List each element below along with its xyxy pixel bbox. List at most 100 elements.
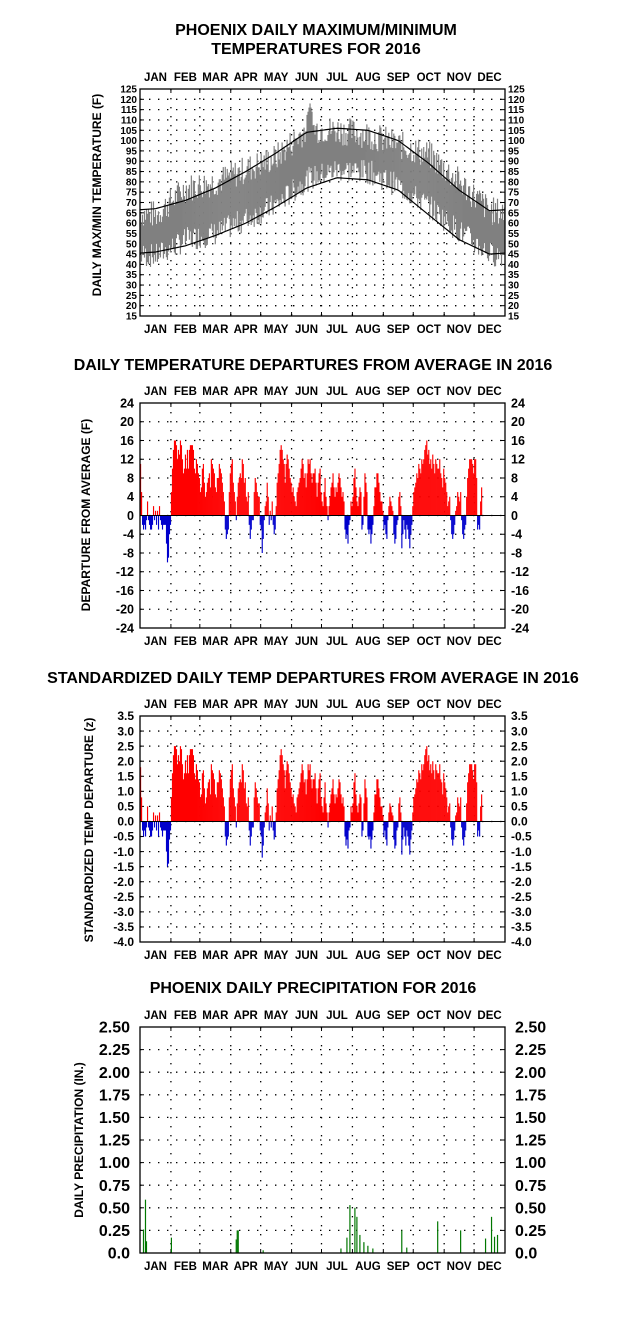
departure-bar bbox=[204, 496, 206, 516]
month-label-bottom: OCT bbox=[417, 1261, 441, 1273]
departure-bar bbox=[258, 803, 260, 822]
y-tick-label-left: -8 bbox=[123, 546, 134, 560]
departure-bar bbox=[451, 821, 453, 840]
departure-bar bbox=[364, 473, 366, 516]
y-tick-label-left: 1.25 bbox=[99, 1133, 130, 1150]
departure-bar bbox=[241, 764, 243, 822]
departure-bar bbox=[384, 515, 386, 525]
departure-bar bbox=[252, 515, 254, 521]
departure-bar bbox=[339, 782, 341, 822]
y-tick-label-left: 115 bbox=[121, 105, 138, 116]
month-label-bottom: AUG bbox=[355, 636, 381, 648]
y-tick-label-right: 1.50 bbox=[515, 1110, 546, 1127]
departure-bar bbox=[313, 779, 315, 822]
grid bbox=[140, 89, 505, 316]
departure-bar bbox=[429, 463, 431, 516]
month-label-top: SEP bbox=[387, 72, 410, 84]
y-tick-label-right: 20 bbox=[508, 301, 520, 312]
departure-bar bbox=[212, 468, 214, 516]
departure-bar bbox=[321, 806, 323, 822]
departure-bar bbox=[268, 821, 270, 831]
departure-bar bbox=[386, 821, 388, 846]
departure-bar bbox=[340, 487, 342, 516]
departure-bar bbox=[234, 501, 236, 516]
departure-bar bbox=[282, 459, 284, 516]
departure-bars bbox=[140, 440, 483, 563]
month-label-top: OCT bbox=[417, 72, 441, 84]
departure-bar bbox=[206, 482, 208, 516]
departure-bar bbox=[389, 803, 391, 822]
y-tick-label-left: 12 bbox=[120, 453, 134, 467]
y-tick-label-left: 75 bbox=[126, 188, 138, 199]
departure-bar bbox=[349, 515, 351, 521]
y-tick-label-right: 115 bbox=[508, 105, 525, 116]
departure-bar bbox=[352, 496, 354, 516]
departure-bar bbox=[251, 821, 253, 828]
month-label-top: APR bbox=[234, 699, 259, 711]
departure-bar bbox=[280, 749, 282, 822]
departure-bar bbox=[143, 515, 146, 525]
departure-bar bbox=[278, 770, 280, 822]
departure-bar bbox=[205, 492, 207, 516]
departure-bar bbox=[454, 821, 456, 831]
y-tick-label-left: 1.0 bbox=[117, 785, 134, 799]
y-tick-label-left: 0.0 bbox=[117, 815, 134, 829]
temps-title-line1: PHOENIX DAILY MAXIMUM/MINIMUM bbox=[175, 22, 457, 39]
departure-bar bbox=[474, 459, 476, 516]
departure-bar bbox=[233, 492, 235, 516]
departure-bar bbox=[373, 812, 375, 822]
month-label-bottom: FEB bbox=[174, 950, 197, 962]
departure-bar bbox=[454, 515, 456, 525]
y-tick-label-right: 110 bbox=[508, 115, 525, 126]
departure-bar bbox=[447, 812, 449, 822]
y-tick-label-left: 2.25 bbox=[99, 1042, 130, 1059]
departure-bar bbox=[142, 821, 145, 837]
month-label-top: FEB bbox=[174, 72, 197, 84]
departure-bar bbox=[381, 806, 383, 822]
departure-bar bbox=[270, 515, 272, 521]
departure-bar bbox=[232, 482, 234, 516]
departure-bar bbox=[345, 821, 347, 846]
departure-bar bbox=[355, 794, 357, 822]
y-tick-label-left: -2.0 bbox=[113, 875, 134, 889]
departure-bar bbox=[461, 821, 463, 828]
departure-bar bbox=[170, 797, 173, 822]
y-tick-label-right: -4 bbox=[511, 528, 522, 542]
departure-bar bbox=[300, 468, 302, 516]
departure-bar bbox=[263, 821, 265, 828]
departure-bar bbox=[363, 496, 365, 516]
departure-bar bbox=[457, 492, 459, 516]
departure-bar bbox=[360, 797, 362, 822]
departure-bar bbox=[210, 459, 212, 516]
departure-bar bbox=[413, 492, 415, 516]
departure-bar bbox=[432, 761, 434, 822]
departure-bar bbox=[265, 806, 267, 822]
departure-bar bbox=[235, 821, 237, 828]
departure-bar bbox=[203, 482, 205, 516]
temps-title-line2: TEMPERATURES FOR 2016 bbox=[211, 41, 421, 58]
departure-bar bbox=[357, 506, 359, 516]
departures-chart: 24 24 20 20 16 16 12 12 8 8 4 4 0 0 -4 -4 -8 -8 -12 -12 -16 -… bbox=[116, 386, 529, 648]
y-tick-label-right: 25 bbox=[508, 291, 520, 302]
departure-bar bbox=[225, 821, 227, 846]
y-tick-label-right: 125 bbox=[508, 85, 525, 96]
departure-bar bbox=[399, 797, 401, 822]
departure-bar bbox=[469, 764, 471, 822]
departure-bar bbox=[201, 773, 203, 822]
departure-bar bbox=[329, 496, 331, 516]
departure-bar bbox=[436, 463, 438, 516]
departure-bar bbox=[414, 487, 416, 516]
departure-bar bbox=[479, 515, 481, 530]
departure-bar bbox=[283, 463, 285, 516]
departure-bar bbox=[242, 770, 244, 822]
departure-bar bbox=[281, 449, 283, 516]
departure-bar bbox=[294, 501, 296, 516]
departure-bar bbox=[174, 440, 177, 516]
y-tick-label-left: 100 bbox=[120, 136, 137, 147]
departure-bar bbox=[465, 821, 467, 831]
departure-bar bbox=[426, 746, 428, 822]
month-label-bottom: MAR bbox=[202, 950, 229, 962]
departure-bar bbox=[403, 515, 405, 521]
departure-bar bbox=[158, 812, 161, 822]
departure-bar bbox=[421, 764, 423, 822]
